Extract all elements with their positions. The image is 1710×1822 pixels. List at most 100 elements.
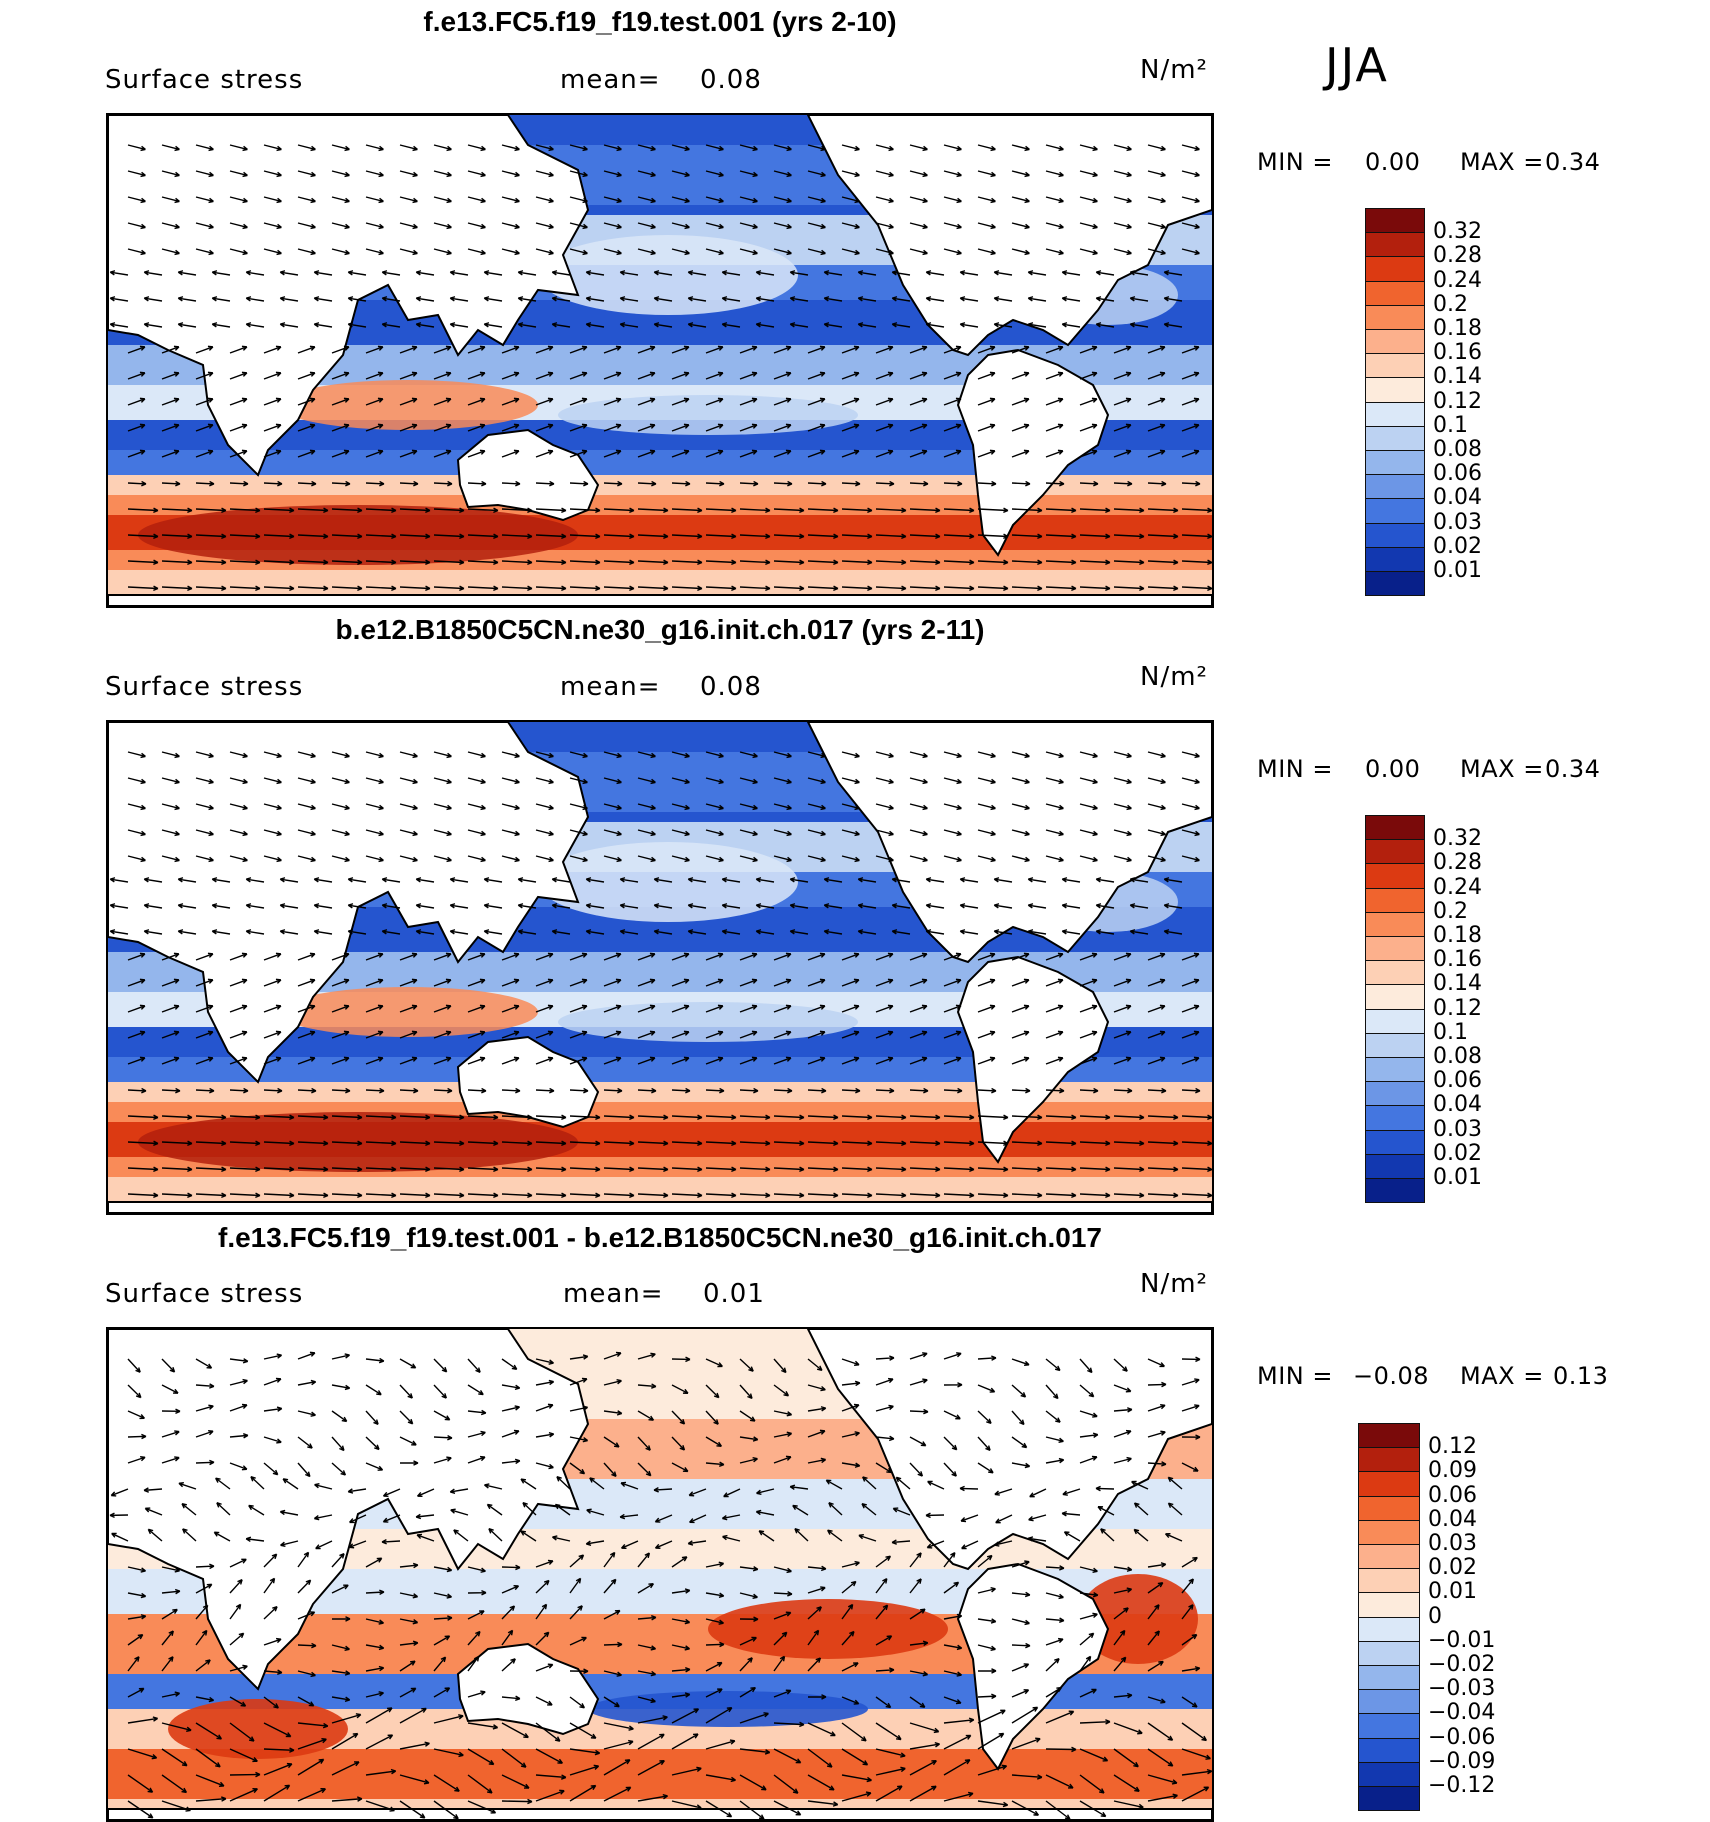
stress-vector (467, 397, 486, 406)
stress-vector (569, 345, 588, 354)
stress-vector (1079, 1030, 1098, 1039)
stress-vector (773, 1192, 805, 1199)
stress-vector (245, 903, 265, 909)
stress-vector (382, 1514, 401, 1523)
stress-vector (535, 1789, 565, 1802)
stress-vector (483, 877, 503, 883)
stress-vector (1113, 371, 1132, 380)
stress-vector (365, 1618, 384, 1625)
stress-vector (943, 248, 962, 256)
stress-vector (619, 296, 639, 302)
stress-vector (705, 1436, 723, 1447)
stress-vector (365, 423, 384, 432)
stress-vector (841, 449, 860, 458)
stress-vector (807, 144, 826, 152)
stress-vector (161, 1166, 193, 1173)
stress-vector (909, 1785, 937, 1802)
panel-1-mean-label: mean= (560, 65, 661, 95)
stress-vector (263, 1114, 295, 1121)
stress-vector (671, 978, 690, 987)
stress-vector (637, 1352, 656, 1360)
stress-vector (551, 270, 571, 276)
stress-vector (365, 1357, 385, 1364)
stress-vector (569, 751, 588, 759)
stress-vector (705, 144, 724, 152)
stress-vector (943, 1140, 975, 1147)
stress-vector (449, 929, 469, 935)
stress-vector (841, 1630, 855, 1646)
stress-vector (671, 1667, 691, 1673)
stress-vector (1079, 1192, 1111, 1199)
stress-vector (671, 1166, 703, 1173)
stress-vector (535, 144, 554, 152)
stress-vector (195, 449, 214, 458)
stress-vector (1079, 144, 1098, 152)
stress-vector (347, 270, 367, 276)
stress-vector (875, 1462, 892, 1474)
stress-vector (263, 1166, 295, 1173)
stress-vector (875, 533, 907, 540)
stress-vector (909, 1742, 940, 1750)
stress-vector (229, 1358, 249, 1364)
stress-vector (1147, 803, 1166, 811)
stress-vector (637, 449, 656, 458)
stress-vector (161, 1087, 181, 1094)
stress-vector (1097, 1505, 1115, 1516)
stress-vector (925, 1512, 945, 1519)
stress-vector (637, 829, 656, 837)
stress-vector (1045, 248, 1064, 256)
stress-vector (331, 533, 363, 540)
stress-vector (620, 1540, 639, 1550)
stress-vector (875, 1056, 894, 1065)
stress-vector (1079, 1384, 1095, 1398)
stress-vector (841, 345, 860, 354)
stress-vector (603, 1462, 617, 1478)
stress-vector (637, 1644, 657, 1651)
stress-vector (535, 1603, 548, 1620)
colorbar-label: 0.32 (1433, 826, 1482, 852)
stress-vector (263, 585, 295, 592)
stress-vector (569, 1668, 589, 1674)
stress-vector (1079, 397, 1098, 406)
stress-vector (365, 1087, 385, 1094)
stress-vector (671, 1692, 691, 1698)
stress-vector (943, 507, 975, 514)
stress-vector (263, 1056, 282, 1065)
stress-vector (705, 1056, 724, 1065)
stress-vector (739, 1166, 771, 1173)
stress-vector (739, 1030, 758, 1039)
stress-vector (297, 533, 329, 540)
stress-vector (161, 1774, 188, 1794)
colorbar-swatch (1365, 280, 1425, 306)
stress-vector (501, 1140, 533, 1147)
stress-vector (1027, 877, 1047, 883)
stress-vector (433, 1030, 452, 1039)
stress-vector (433, 248, 452, 256)
stress-vector (348, 1540, 367, 1549)
stress-vector (127, 978, 146, 987)
stress-vector (365, 1192, 397, 1199)
stress-vector (773, 1566, 792, 1574)
stress-vector (161, 533, 193, 540)
stress-vector (909, 1462, 924, 1477)
stress-vector (467, 1384, 484, 1396)
stress-vector (1027, 1536, 1047, 1542)
stress-vector (297, 1722, 329, 1729)
stress-vector (399, 480, 419, 487)
stress-vector (433, 803, 452, 811)
stress-vector (467, 196, 486, 204)
panel-1-min-value: 0.00 (1365, 148, 1421, 176)
stress-vector (705, 371, 724, 380)
stress-vector (773, 855, 792, 863)
stress-vector (705, 952, 724, 961)
stress-vector (535, 1140, 567, 1147)
stress-vector (297, 803, 316, 811)
stress-vector (875, 1577, 888, 1594)
stress-vector (841, 423, 860, 432)
panel-1-min-label: MIN = (1257, 148, 1333, 176)
stress-vector (399, 1460, 419, 1466)
stress-vector (535, 533, 567, 540)
stress-vector (535, 1579, 550, 1594)
stress-vector (365, 1557, 383, 1568)
stress-vector (823, 903, 843, 909)
